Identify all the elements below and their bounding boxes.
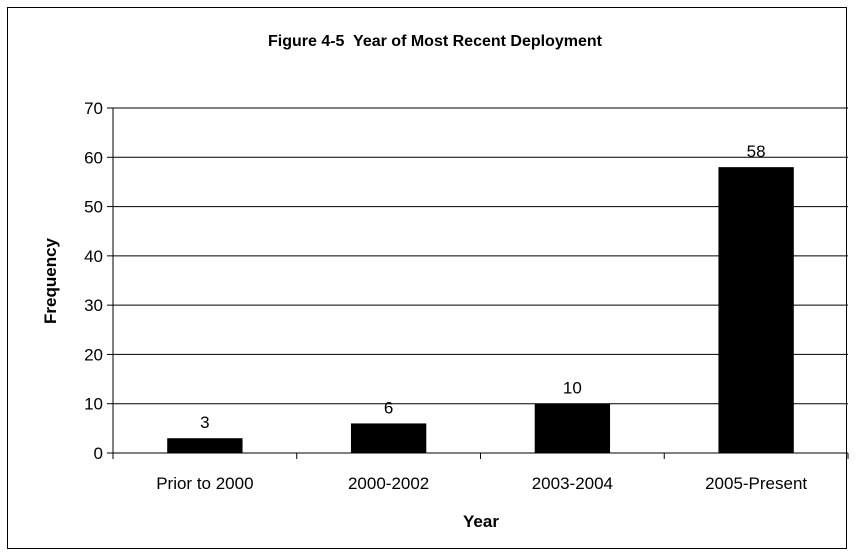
- y-tick-label: 20: [84, 345, 103, 364]
- y-tick-label: 60: [84, 148, 103, 167]
- bar: [718, 167, 794, 453]
- bar: [350, 423, 427, 453]
- y-tick-label: 70: [84, 99, 103, 118]
- chart-title: Figure 4-5 Year of Most Recent Deploymen…: [268, 33, 603, 50]
- y-tick-label: 50: [84, 198, 103, 217]
- y-axis: 0 10 20 30 40 50 60 70: [84, 99, 114, 463]
- y-tick-label: 30: [84, 296, 103, 315]
- bar: [167, 438, 243, 453]
- x-axis-title: Year: [463, 512, 499, 531]
- x-tick-label: 2005-Present: [705, 474, 807, 493]
- bars: [167, 167, 794, 453]
- data-label: 10: [563, 379, 582, 398]
- x-tick-label: 2000-2002: [348, 474, 429, 493]
- data-label: 3: [200, 413, 209, 432]
- y-tick-label: 40: [84, 247, 103, 266]
- x-tick-label: 2003-2004: [532, 474, 613, 493]
- data-label: 58: [747, 142, 766, 161]
- data-labels: 3 6 10 58: [200, 142, 765, 432]
- chart-frame: [7, 7, 847, 549]
- y-axis-title: Frequency: [41, 237, 60, 324]
- y-tick-label: 10: [84, 395, 103, 414]
- y-tick-label: 0: [94, 444, 103, 463]
- x-tick-label: Prior to 2000: [156, 474, 253, 493]
- bar: [534, 403, 611, 453]
- x-axis: Prior to 2000 2000-2002 2003-2004 2005-Pres…: [112, 452, 849, 493]
- data-label: 6: [384, 398, 393, 417]
